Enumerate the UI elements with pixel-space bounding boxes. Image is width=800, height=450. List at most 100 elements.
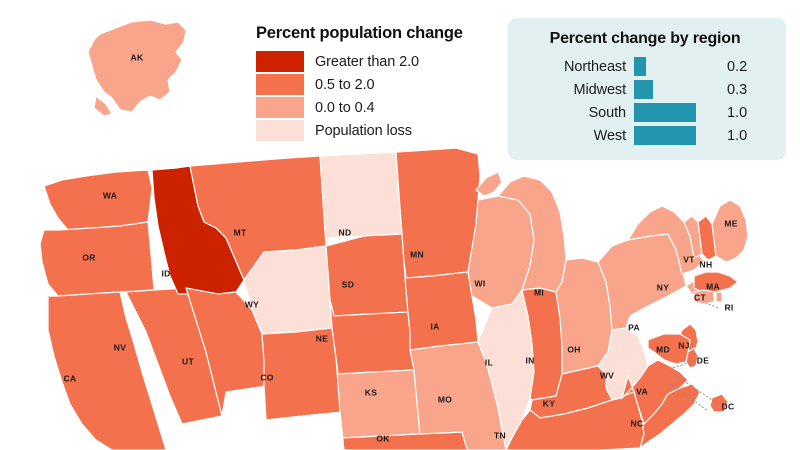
state-label-or: OR (82, 252, 95, 262)
states-group (39, 19, 749, 450)
region-bar-wrap-west (634, 126, 720, 145)
state-label-wy: WY (245, 299, 259, 309)
state-label-oh: OH (567, 344, 580, 354)
state-label-mt: MT (234, 227, 247, 237)
legend-item-loss[interactable]: Population loss (256, 119, 506, 142)
region-value-south: 1.0 (727, 104, 748, 121)
state-label-wi: WI (475, 278, 486, 288)
state-label-nd: ND (339, 227, 352, 237)
state-label-ak: AK (131, 52, 144, 62)
state-label-il: IL (485, 357, 493, 367)
state-ca[interactable] (47, 291, 167, 450)
state-label-pa: PA (628, 322, 640, 332)
leader-lines-group (667, 302, 719, 411)
region-row-midwest[interactable]: Midwest 0.3 (518, 78, 772, 101)
region-bar-west (634, 126, 696, 145)
state-label-wv: WV (600, 370, 614, 380)
region-bar-midwest (634, 80, 653, 99)
state-wa[interactable] (43, 169, 153, 231)
state-ct[interactable] (693, 289, 715, 305)
region-row-northeast[interactable]: Northeast 0.2 (518, 55, 772, 78)
state-mn[interactable] (395, 147, 481, 279)
state-sd[interactable] (325, 233, 409, 317)
state-label-co: CO (260, 372, 273, 382)
state-label-ut: UT (182, 356, 194, 366)
legend-label-loss: Population loss (315, 122, 412, 139)
region-panel: Percent change by region Northeast 0.2 Mid… (508, 18, 786, 160)
region-bar-wrap-midwest (634, 80, 720, 99)
state-label-ma: MA (706, 281, 720, 291)
legend: Percent population change Greater than 2… (256, 24, 506, 142)
legend-title: Percent population change (256, 24, 463, 42)
state-label-me: ME (724, 218, 737, 228)
state-labels-group: AK WA OR CA NV ID MT WY UT CO ND SD NE KS OK MN IA MO WI IL… (64, 52, 738, 443)
legend-item-low[interactable]: 0.0 to 0.4 (256, 96, 506, 119)
state-label-in: IN (525, 355, 534, 365)
region-row-south[interactable]: South 1.0 (518, 101, 772, 124)
state-label-sd: SD (342, 279, 354, 289)
state-label-mn: MN (410, 249, 424, 259)
legend-label-mid: 0.5 to 2.0 (315, 76, 375, 93)
state-label-md: MD (656, 344, 670, 354)
state-il[interactable] (477, 288, 535, 450)
state-label-dc: DC (722, 401, 735, 411)
state-label-nh: NH (700, 259, 713, 269)
legend-swatch-low (256, 97, 304, 118)
state-label-mo: MO (438, 394, 452, 404)
region-bar-northeast (634, 57, 647, 76)
state-label-ne: NE (316, 333, 328, 343)
region-bar-south (634, 103, 696, 122)
legend-item-gt2[interactable]: Greater than 2.0 (256, 50, 506, 73)
region-name-west: West (593, 127, 626, 144)
state-ak[interactable] (87, 19, 187, 117)
state-label-ia: IA (430, 321, 439, 331)
leader-line-ri (705, 302, 719, 309)
state-label-vt: VT (683, 254, 695, 264)
region-rows: Northeast 0.2 Midwest 0.3 South 1.0 West 1.0 (518, 55, 772, 147)
state-label-ca: CA (64, 373, 77, 383)
legend-swatch-gt2 (256, 51, 304, 72)
region-bar-wrap-northeast (634, 57, 720, 76)
legend-label-gt2: Greater than 2.0 (315, 53, 419, 70)
state-md[interactable] (647, 333, 691, 365)
state-label-nv: NV (114, 342, 126, 352)
region-row-west[interactable]: West 1.0 (518, 124, 772, 147)
state-label-ri: RI (724, 302, 733, 312)
state-label-nj: NJ (678, 340, 689, 350)
state-label-tn: TN (494, 430, 506, 440)
state-label-mi: MI (534, 287, 544, 297)
region-value-northeast: 0.2 (727, 58, 748, 75)
legend-swatch-loss (256, 120, 304, 141)
state-label-id: ID (161, 268, 170, 278)
legend-label-low: 0.0 to 0.4 (315, 99, 375, 116)
state-label-ct: CT (694, 292, 706, 302)
region-value-midwest: 0.3 (727, 81, 748, 98)
legend-item-mid[interactable]: 0.5 to 2.0 (256, 73, 506, 96)
leader-line-dc (670, 371, 719, 405)
state-ma[interactable] (693, 271, 739, 293)
state-dc[interactable] (709, 393, 729, 413)
state-label-va: VA (636, 386, 648, 396)
state-label-wa: WA (103, 190, 117, 200)
region-value-west: 1.0 (727, 127, 748, 144)
legend-swatch-mid (256, 74, 304, 95)
state-pa[interactable] (597, 233, 687, 331)
state-label-ny: NY (657, 282, 669, 292)
state-ri[interactable] (715, 291, 723, 303)
state-nd[interactable] (319, 151, 403, 247)
state-label-ks: KS (365, 387, 377, 397)
region-name-northeast: Northeast (564, 58, 626, 75)
state-label-ok: OK (376, 433, 390, 443)
state-label-nc: NC (631, 418, 644, 428)
region-bar-wrap-south (634, 103, 720, 122)
state-me[interactable] (711, 199, 749, 263)
state-or[interactable] (39, 221, 155, 297)
state-co[interactable] (261, 327, 343, 421)
region-name-midwest: Midwest (573, 81, 627, 98)
legend-rows: Greater than 2.0 0.5 to 2.0 0.0 to 0.4 Popu… (256, 50, 506, 142)
state-label-ky: KY (543, 398, 555, 408)
state-nc[interactable] (637, 383, 701, 450)
region-panel-title: Percent change by region (549, 30, 741, 47)
